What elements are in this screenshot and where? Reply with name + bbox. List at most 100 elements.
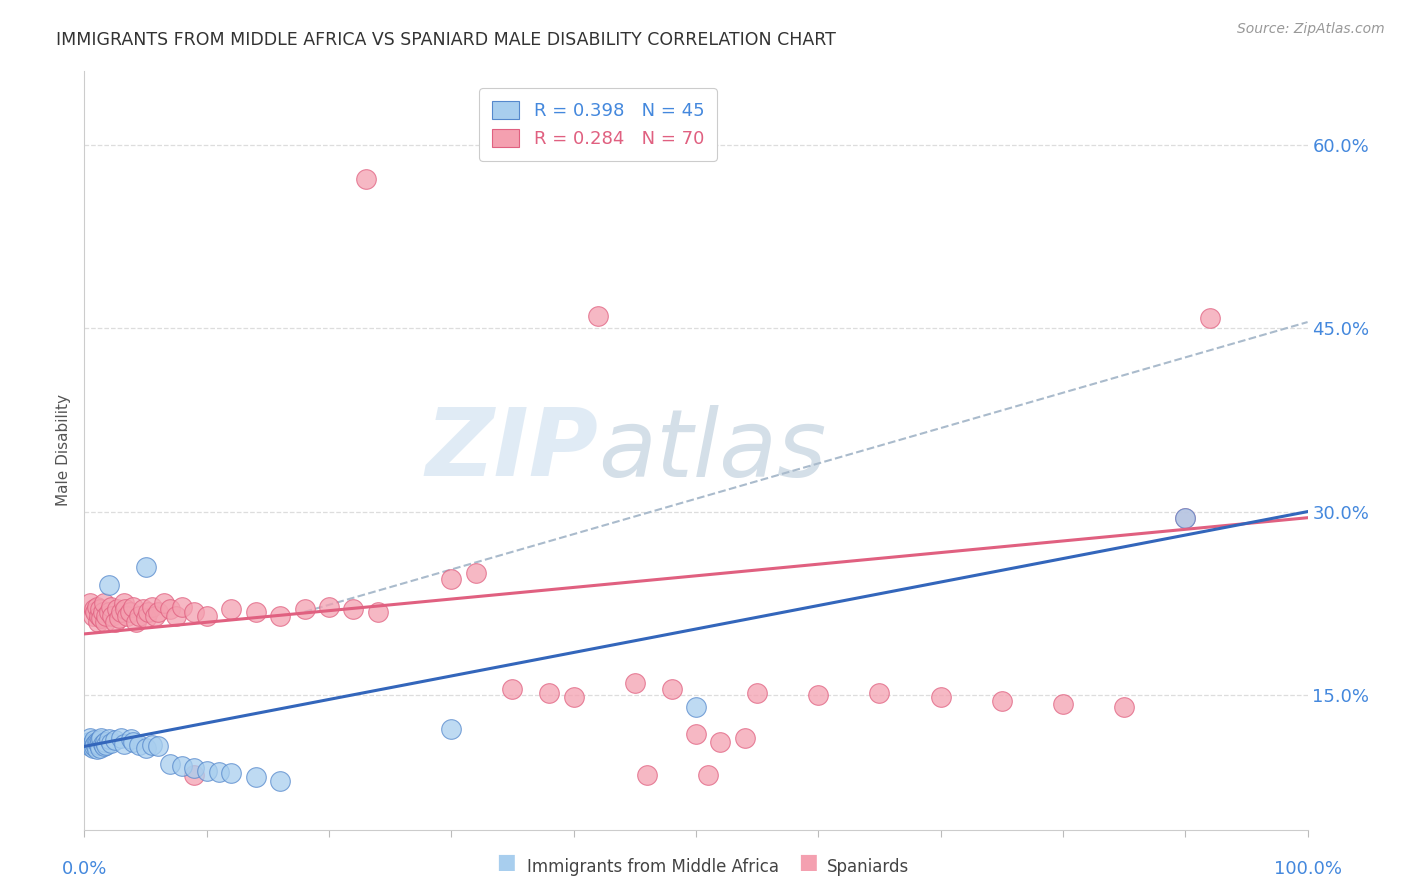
Point	[183, 767, 205, 781]
Point	[159, 602, 181, 616]
Point	[93, 739, 115, 754]
Point	[79, 596, 101, 610]
Point	[135, 559, 157, 574]
Point	[146, 739, 169, 754]
Text: Source: ZipAtlas.com: Source: ZipAtlas.com	[1237, 22, 1385, 37]
Text: ■: ■	[799, 853, 818, 872]
Point	[195, 764, 218, 778]
Point	[83, 733, 105, 747]
Point	[104, 615, 127, 629]
Point	[624, 675, 647, 690]
Point	[991, 694, 1014, 708]
Point	[100, 599, 122, 614]
Point	[269, 608, 291, 623]
Point	[94, 615, 117, 629]
Point	[1052, 697, 1074, 711]
Point	[87, 615, 110, 629]
Point	[77, 734, 100, 748]
Point	[269, 773, 291, 788]
Point	[97, 578, 120, 592]
Point	[120, 732, 142, 747]
Point	[104, 733, 127, 747]
Point	[96, 738, 118, 752]
Point	[153, 596, 176, 610]
Point	[79, 739, 101, 754]
Point	[734, 731, 756, 745]
Point	[141, 738, 163, 752]
Point	[83, 739, 105, 754]
Point	[118, 605, 141, 619]
Point	[219, 602, 242, 616]
Point	[91, 605, 114, 619]
Point	[107, 611, 129, 625]
Point	[110, 731, 132, 745]
Text: Spaniards: Spaniards	[827, 858, 908, 876]
Point	[354, 172, 377, 186]
Point	[1174, 510, 1197, 524]
Point	[86, 599, 108, 614]
Point	[79, 731, 101, 745]
Text: IMMIGRANTS FROM MIDDLE AFRICA VS SPANIARD MALE DISABILITY CORRELATION CHART: IMMIGRANTS FROM MIDDLE AFRICA VS SPANIAR…	[56, 31, 837, 49]
Point	[97, 732, 120, 747]
Point	[112, 737, 135, 751]
Point	[464, 566, 486, 580]
Point	[94, 734, 117, 748]
Point	[685, 727, 707, 741]
Point	[143, 608, 166, 623]
Point	[80, 738, 103, 752]
Point	[183, 605, 205, 619]
Point	[440, 572, 463, 586]
Point	[367, 605, 389, 619]
Point	[87, 738, 110, 752]
Point	[869, 685, 891, 699]
Point	[100, 736, 122, 750]
Point	[172, 759, 194, 773]
Point	[1114, 700, 1136, 714]
Point	[91, 737, 114, 751]
Point	[97, 605, 120, 619]
Point	[112, 596, 135, 610]
Point	[114, 602, 136, 616]
Point	[1198, 311, 1220, 326]
Point	[128, 608, 150, 623]
Point	[318, 599, 340, 614]
Text: atlas: atlas	[598, 405, 827, 496]
Point	[195, 608, 218, 623]
Point	[89, 740, 111, 755]
Point	[87, 736, 110, 750]
Point	[172, 599, 194, 614]
Point	[502, 681, 524, 696]
Point	[128, 738, 150, 752]
Point	[90, 611, 112, 625]
Point	[697, 767, 720, 781]
Y-axis label: Male Disability: Male Disability	[56, 394, 72, 507]
Point	[219, 766, 242, 780]
Text: 100.0%: 100.0%	[1274, 860, 1341, 878]
Point	[159, 756, 181, 771]
Text: ■: ■	[496, 853, 516, 872]
Point	[135, 611, 157, 625]
Point	[125, 615, 148, 629]
Legend: R = 0.398   N = 45, R = 0.284   N = 70: R = 0.398 N = 45, R = 0.284 N = 70	[479, 88, 717, 161]
Point	[440, 723, 463, 737]
Point	[294, 602, 316, 616]
Point	[86, 734, 108, 748]
Point	[82, 736, 104, 750]
Point	[146, 605, 169, 619]
Point	[84, 605, 107, 619]
Point	[122, 734, 145, 748]
Point	[245, 605, 267, 619]
Point	[165, 608, 187, 623]
Point	[709, 734, 731, 748]
Point	[135, 740, 157, 755]
Point	[132, 602, 155, 616]
Point	[96, 608, 118, 623]
Point	[90, 731, 112, 745]
Point	[101, 608, 124, 623]
Text: Immigrants from Middle Africa: Immigrants from Middle Africa	[527, 858, 779, 876]
Point	[77, 737, 100, 751]
Point	[110, 605, 132, 619]
Point	[245, 770, 267, 784]
Point	[82, 740, 104, 755]
Point	[105, 602, 128, 616]
